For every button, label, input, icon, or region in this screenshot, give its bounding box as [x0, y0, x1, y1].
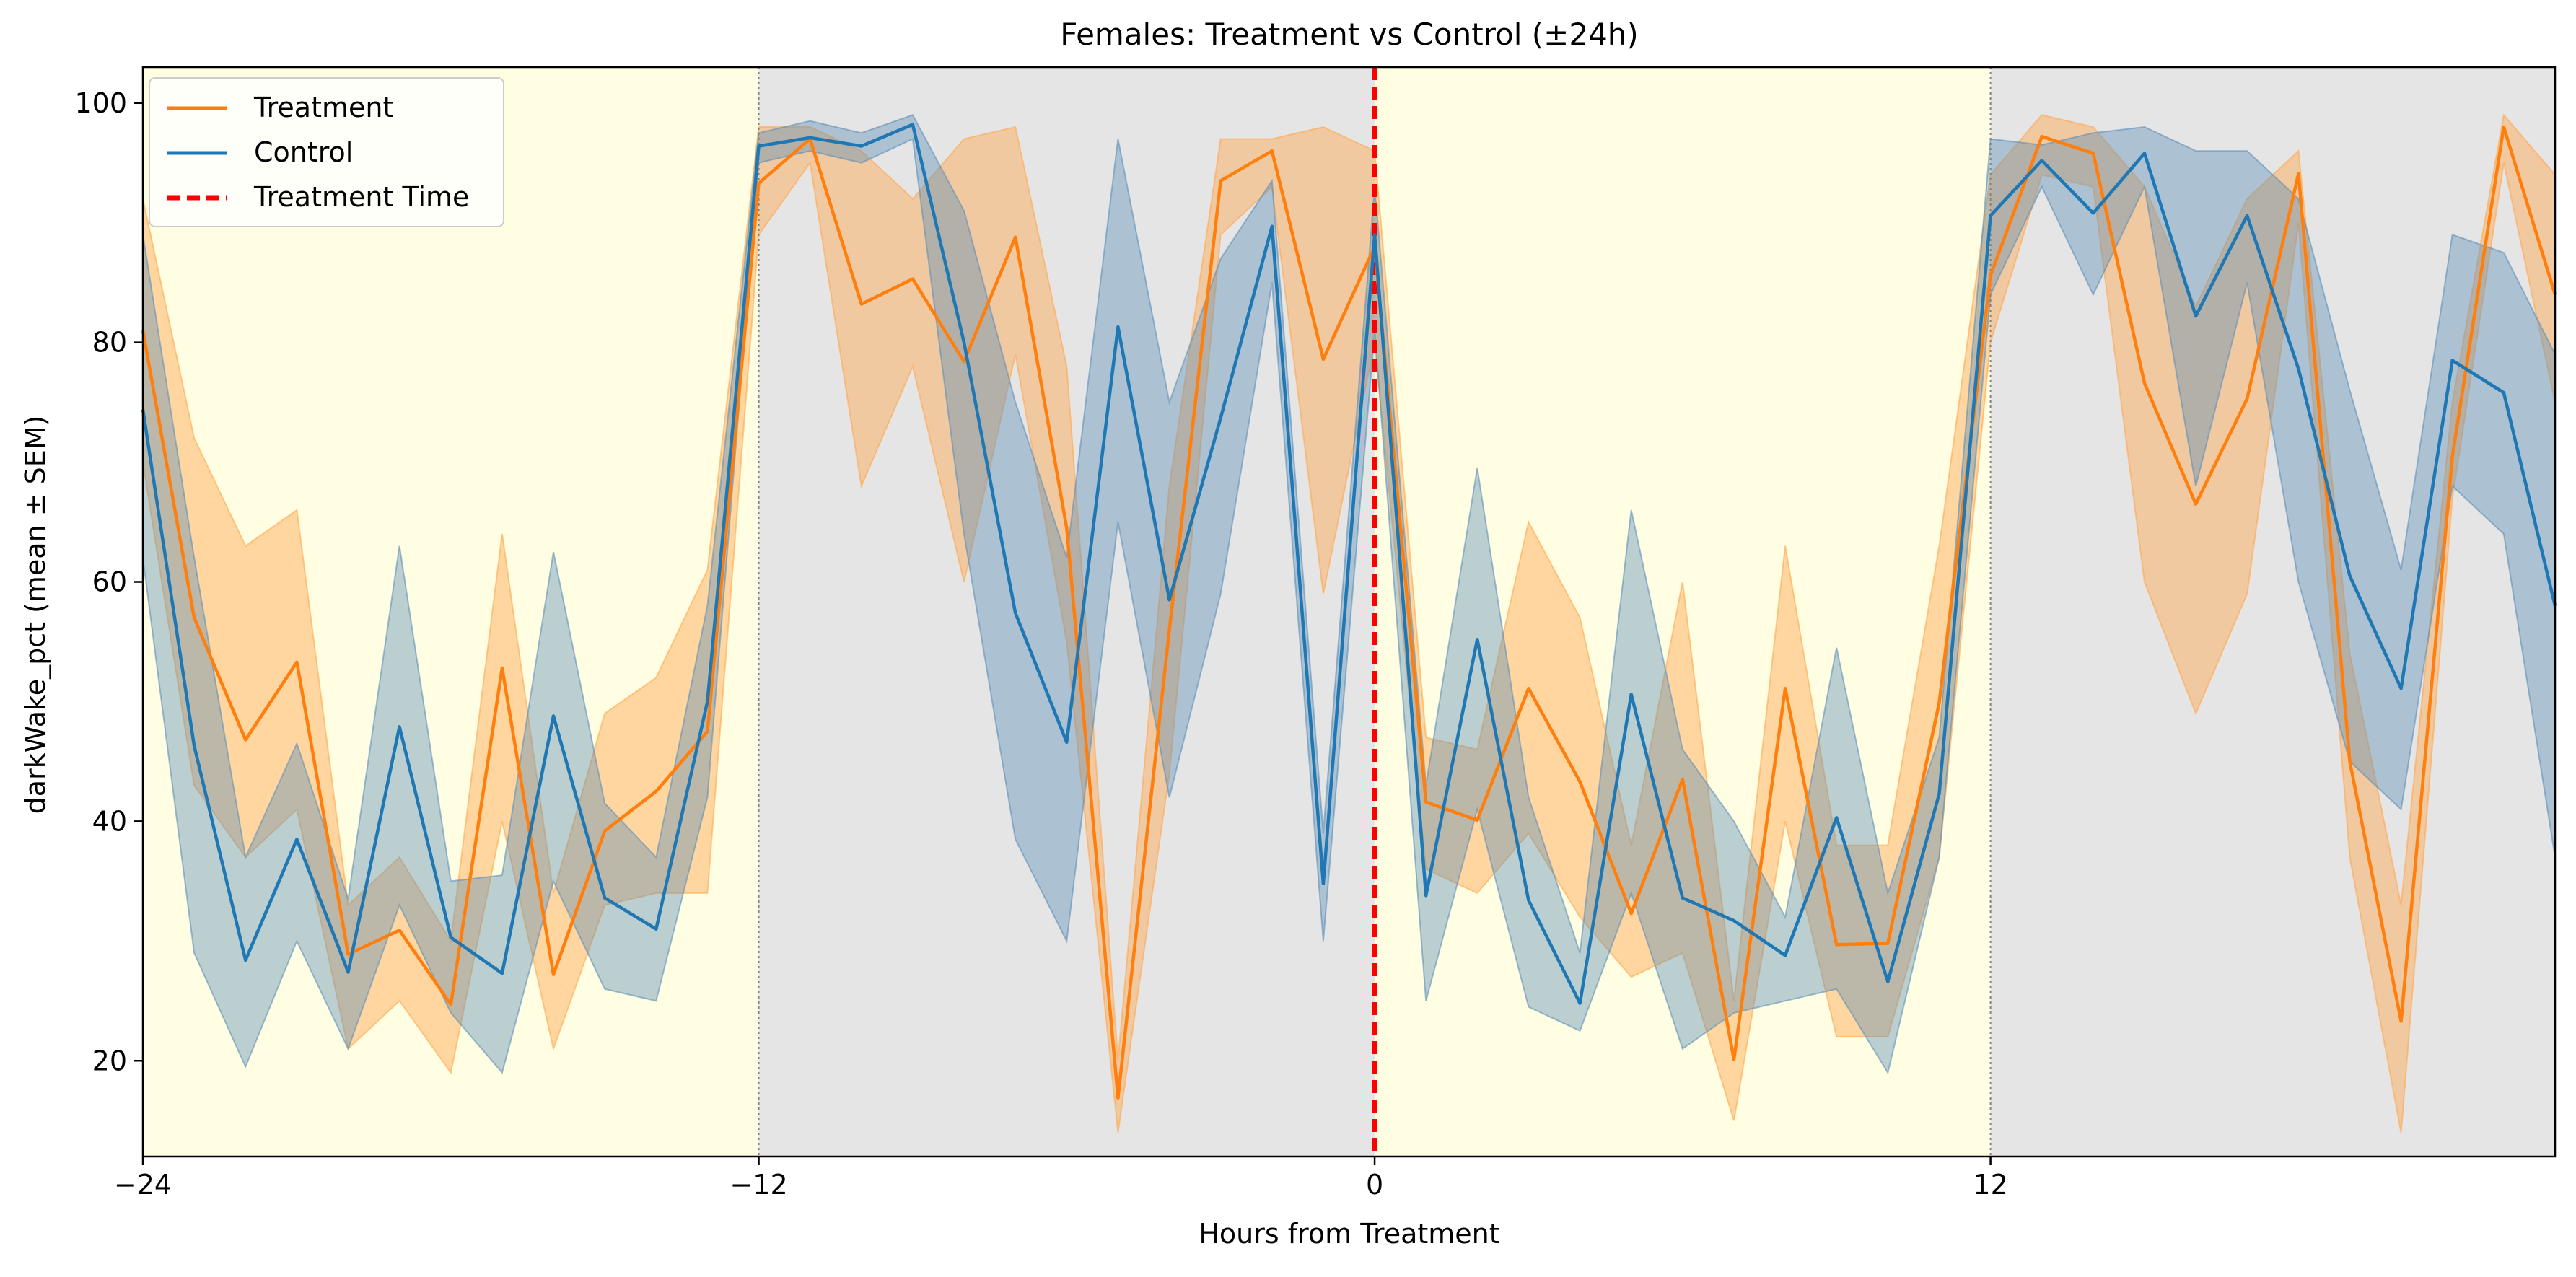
- x-axis-label: Hours from Treatment: [1199, 1218, 1499, 1250]
- legend-box: [149, 77, 504, 227]
- phase-dark-band: [758, 67, 1375, 1157]
- y-axis-label: darkWake_pct (mean ± SEM): [19, 416, 51, 815]
- legend: Treatment Control Treatment Time: [149, 77, 504, 227]
- y-tick-label: 100: [74, 87, 127, 119]
- x-tick-label: −24: [114, 1169, 172, 1201]
- legend-label-control: Control: [254, 136, 353, 168]
- y-tick-label: 40: [92, 805, 127, 837]
- plot-frame: [141, 66, 2557, 1158]
- y-tick-label: 20: [92, 1045, 127, 1076]
- legend-label-treatment-time: Treatment Time: [253, 181, 469, 213]
- x-tick-label: −12: [730, 1169, 787, 1201]
- x-tick-label: 0: [1366, 1169, 1383, 1201]
- phase-light-band: [1375, 67, 1991, 1157]
- y-tick-label: 80: [92, 327, 127, 359]
- control-series-line: [141, 123, 2557, 1005]
- treatment-series-line: [141, 125, 2557, 1100]
- axis-ticks: −24 −12 0 12 20 40 60 80 100: [74, 87, 2007, 1201]
- legend-label-treatment: Treatment: [253, 92, 393, 123]
- phase-dark-band: [1990, 67, 2555, 1157]
- phase-backgrounds: [143, 67, 2555, 1157]
- chart-title: Females: Treatment vs Control (±24h): [1060, 17, 1639, 52]
- phase-light-band: [143, 67, 759, 1157]
- y-tick-label: 60: [92, 566, 127, 598]
- series-lines: [141, 123, 2557, 1100]
- x-tick-label: 12: [1973, 1169, 2007, 1201]
